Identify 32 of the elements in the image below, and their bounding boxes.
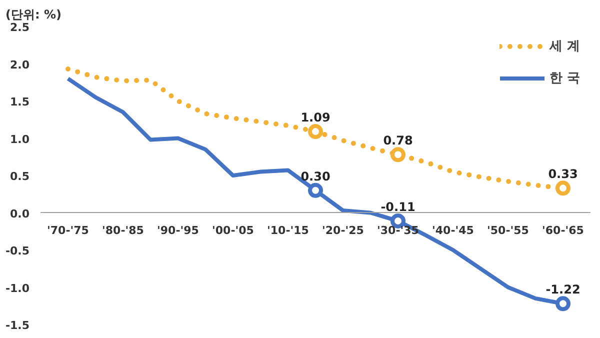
x-tick-label: '20-'25 [322, 224, 364, 237]
x-tick-label: '40-'45 [432, 224, 474, 237]
x-tick-label: '70-'75 [47, 224, 89, 237]
legend-label: 한 국 [549, 70, 580, 87]
y-tick-label: 2.5 [10, 21, 30, 34]
x-tick-label: '50-'55 [487, 224, 529, 237]
legend-label: 세 계 [549, 38, 580, 55]
x-tick-label: '10-'15 [267, 224, 309, 237]
x-tick-label: '60-'65 [542, 224, 584, 237]
y-tick-label: -0.5 [5, 244, 30, 258]
data-label: 1.09 [300, 110, 330, 125]
x-tick-label: '00-'05 [212, 224, 254, 237]
point [308, 182, 323, 198]
data-label: 0.78 [383, 134, 413, 148]
point [308, 124, 323, 140]
x-tick-label: '90-'95 [157, 224, 199, 237]
data-label: -1.22 [546, 282, 580, 297]
y-tick-label: 1.5 [10, 96, 30, 108]
data-label: 0.33 [548, 167, 578, 182]
x-tick-label: '80-'85 [102, 224, 144, 237]
point [556, 296, 570, 312]
data-label: -0.11 [380, 200, 416, 214]
y-tick-label: 0.0 [10, 207, 30, 220]
data-label: 0.30 [300, 169, 330, 184]
y-tick-label: -1.5 [5, 319, 30, 332]
y-tick-label: 1.0 [10, 132, 30, 146]
point [390, 147, 406, 162]
y-tick-label: 0.5 [10, 170, 30, 183]
y-tick-label: -1.0 [5, 282, 30, 295]
point [556, 180, 570, 196]
y-axis-title: (단위: %) [6, 8, 62, 22]
y-tick-label: 2.0 [10, 58, 30, 72]
